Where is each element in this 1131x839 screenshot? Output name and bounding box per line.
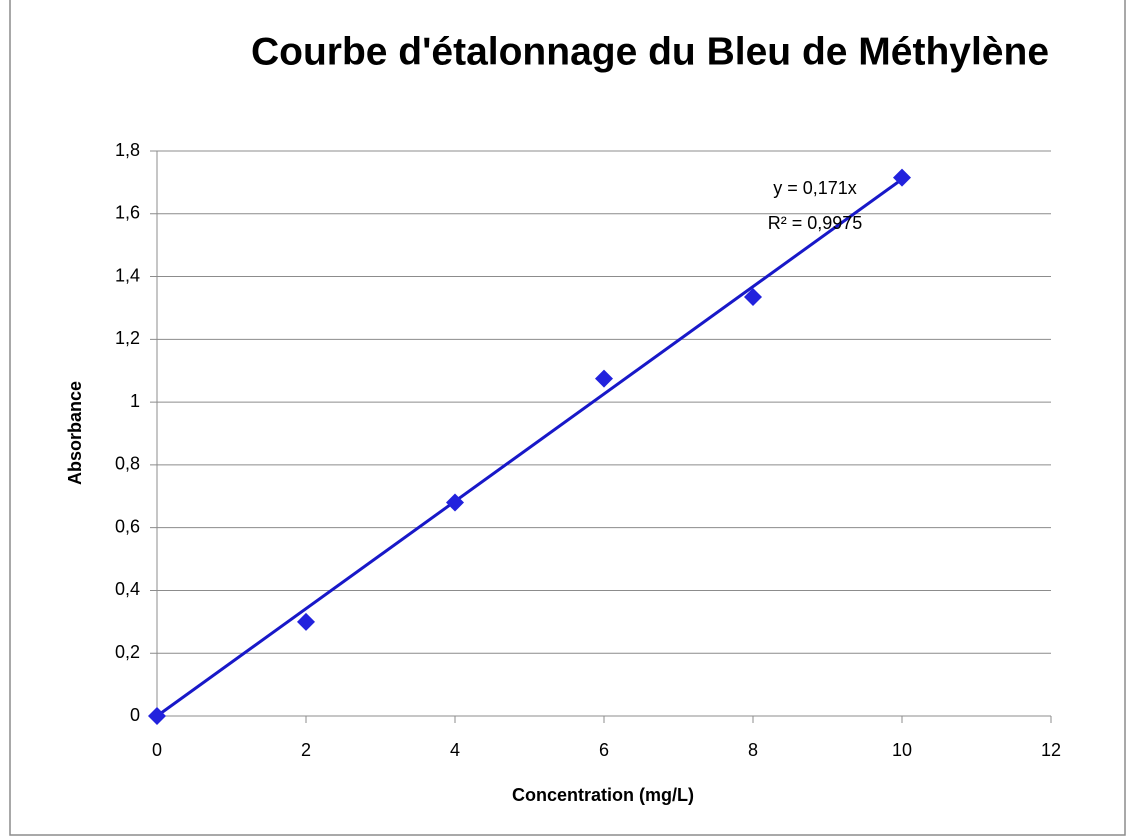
chart-border [9, 0, 1126, 836]
trendline-r2: R² = 0,9975 [768, 213, 863, 233]
x-tick-label: 8 [748, 740, 758, 760]
data-point [446, 493, 464, 512]
y-tick-label: 1 [130, 391, 140, 411]
x-tick-label: 4 [450, 740, 460, 760]
trendline-equation: y = 0,171x [773, 178, 857, 198]
data-point [148, 707, 166, 725]
x-tick-label: 10 [892, 740, 912, 760]
chart-title: Courbe d'étalonnage du Bleu de Méthylène [251, 30, 1049, 73]
x-tick-label: 12 [1041, 740, 1061, 760]
x-tick-label: 6 [599, 740, 609, 760]
y-tick-label: 0 [130, 705, 140, 725]
y-tick-label: 0,4 [115, 579, 140, 599]
y-tick-label: 0,6 [115, 516, 140, 536]
data-point [297, 612, 315, 631]
y-tick-label: 1,6 [115, 203, 140, 223]
x-tick-label: 0 [152, 740, 162, 760]
y-tick-label: 0,8 [115, 454, 140, 474]
y-tick-label: 1,8 [115, 140, 140, 160]
data-point [595, 369, 613, 388]
x-tick-label: 2 [301, 740, 311, 760]
data-point [744, 287, 762, 306]
y-tick-label: 1,2 [115, 328, 140, 348]
y-axis-label: Absorbance [65, 381, 85, 485]
data-point [893, 168, 911, 187]
trendline [156, 178, 903, 718]
y-tick-label: 1,4 [115, 265, 140, 285]
y-tick-label: 0,2 [115, 642, 140, 662]
x-axis-label: Concentration (mg/L) [512, 785, 694, 805]
